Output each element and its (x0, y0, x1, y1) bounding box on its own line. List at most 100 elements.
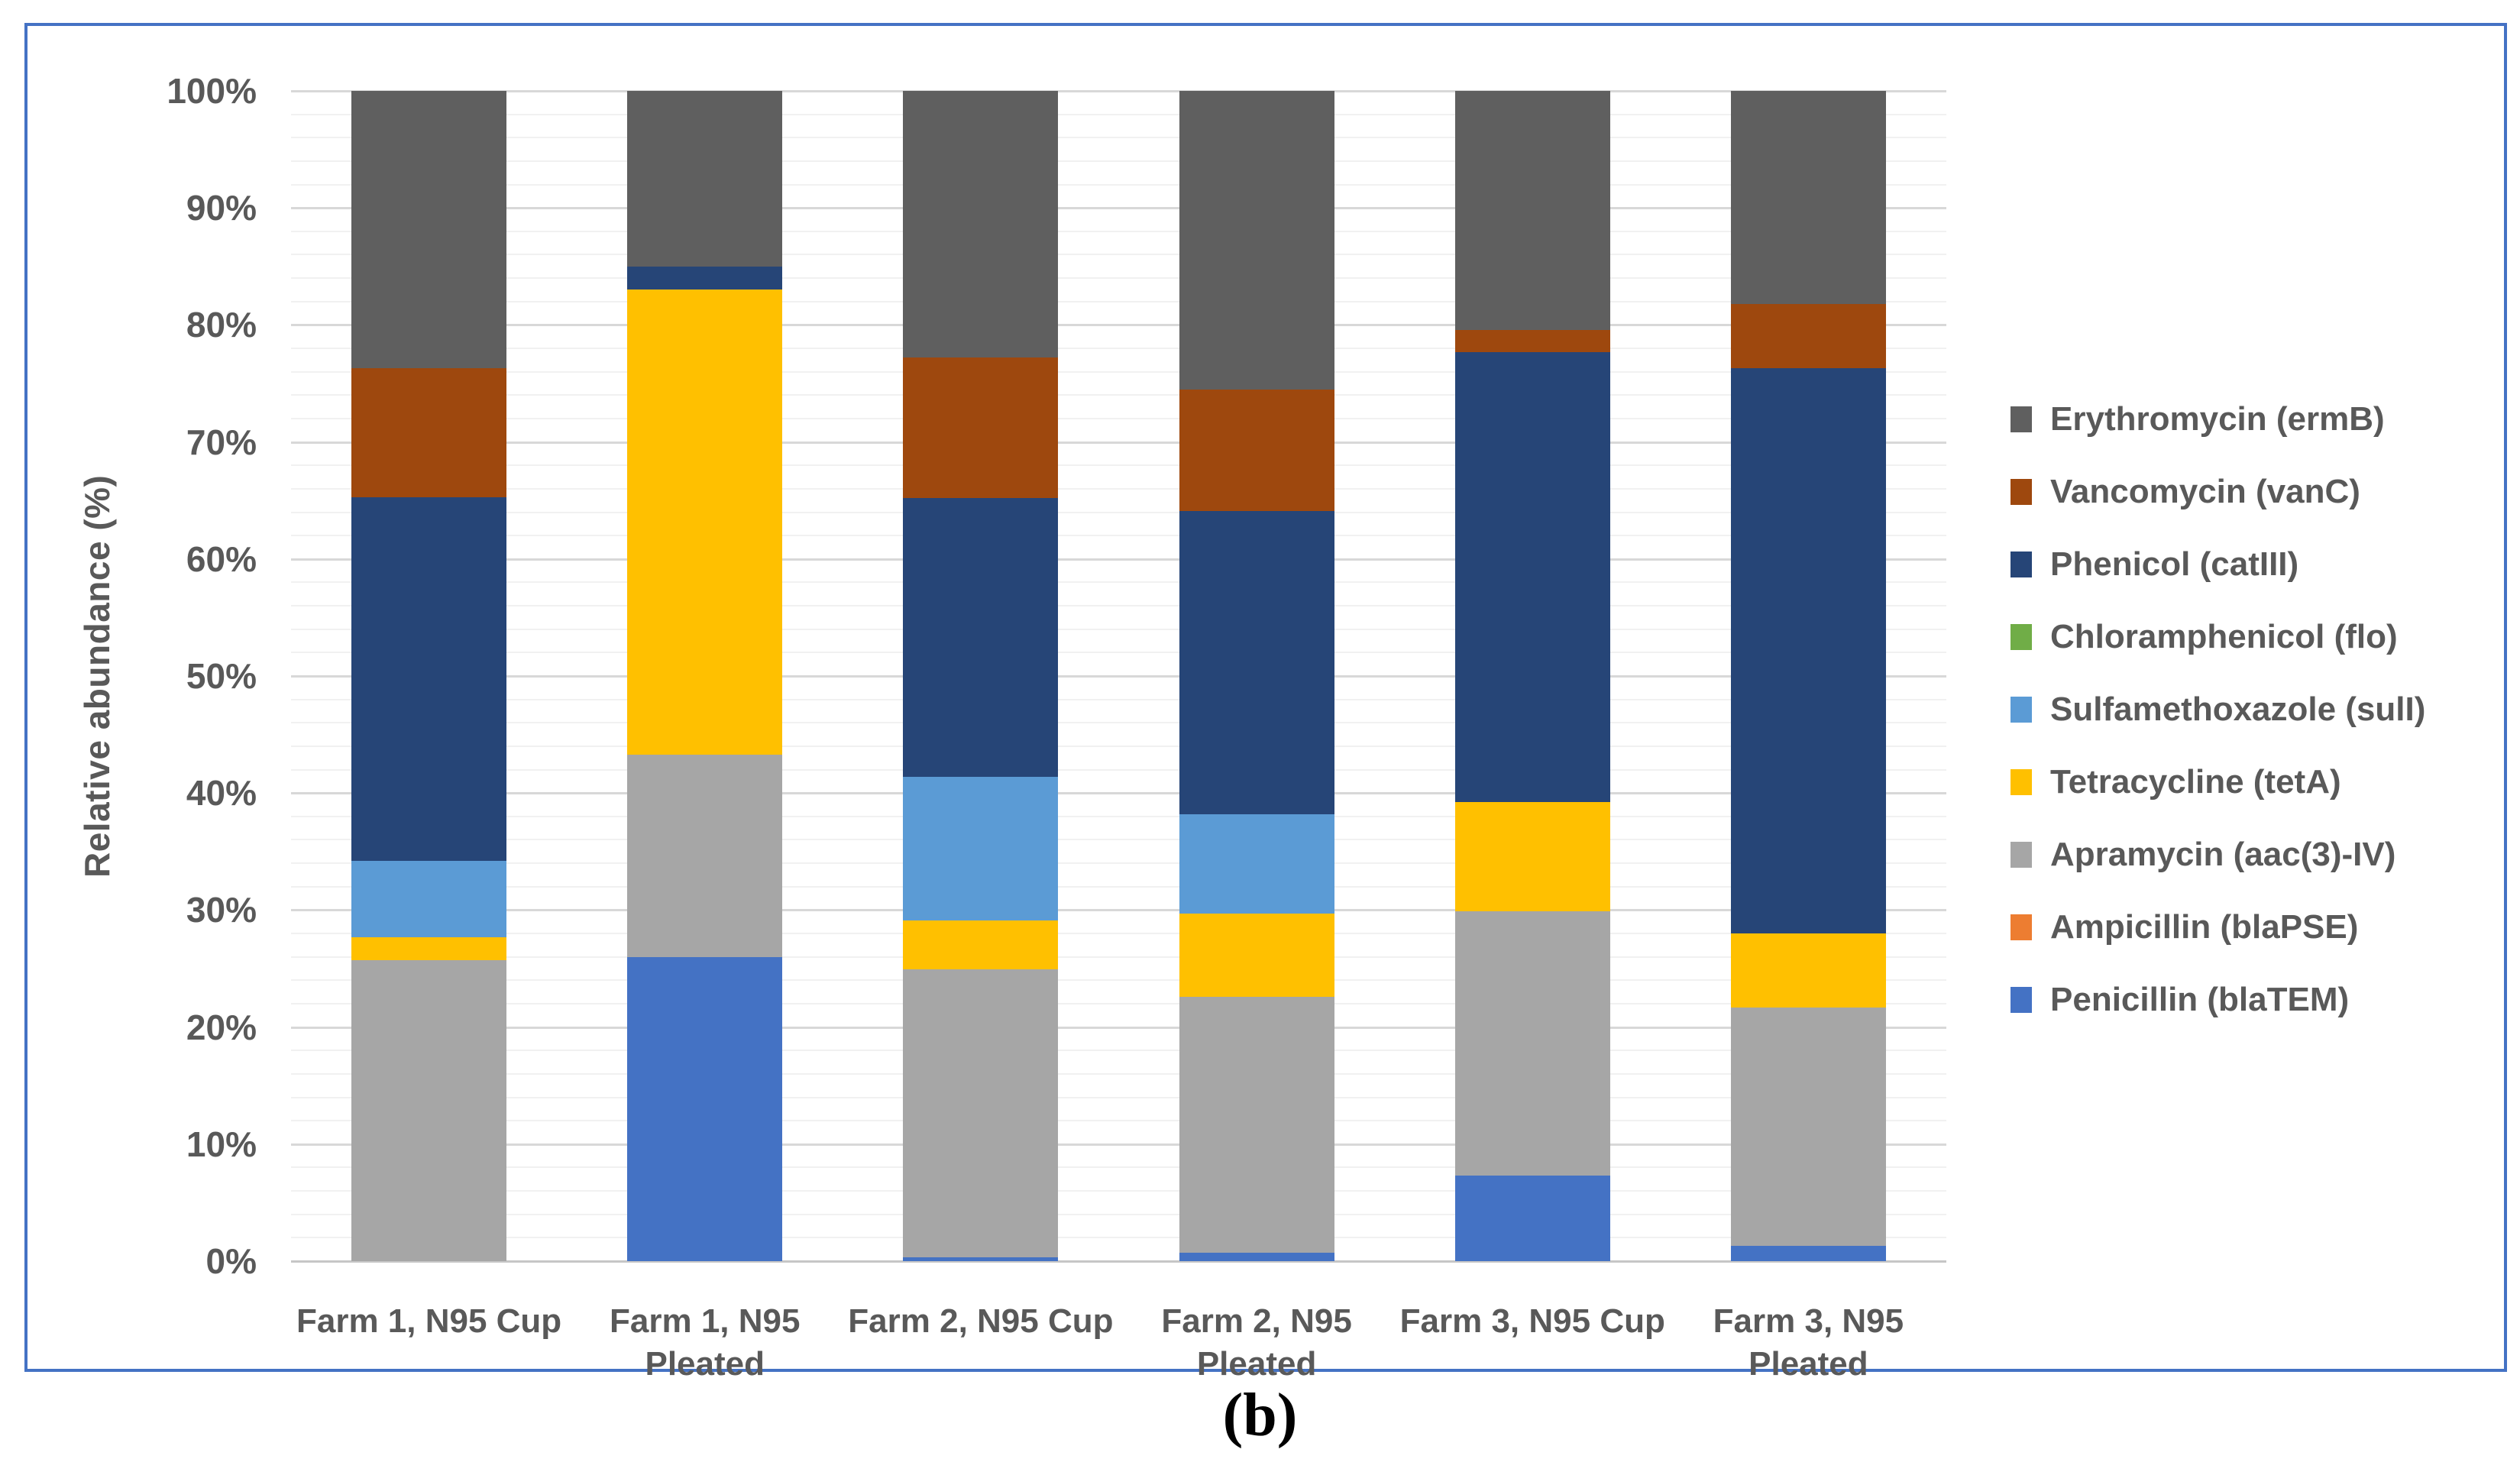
minor-gridline (291, 1096, 1946, 1098)
minor-gridline (291, 652, 1946, 654)
bar-segment (627, 91, 783, 267)
bar-segment (351, 497, 507, 862)
x-axis-label: Farm 3, N95 Cup (1395, 1300, 1670, 1343)
legend-item: Penicillin (blaTEM) (2011, 963, 2425, 1036)
minor-gridline (291, 1213, 1946, 1215)
bar-segment (903, 920, 1059, 970)
major-gridline (291, 207, 1946, 210)
minor-gridline (291, 370, 1946, 373)
minor-gridline (291, 1072, 1946, 1075)
major-gridline (291, 90, 1946, 92)
x-axis-label: Farm 1, N95 Cup (292, 1300, 567, 1343)
bar-segment (903, 969, 1059, 1258)
stacked-bar (1454, 91, 1610, 1261)
major-gridline (291, 558, 1946, 561)
bar-segment (351, 861, 507, 937)
minor-gridline (291, 1002, 1946, 1004)
x-axis-labels: Farm 1, N95 Cup Farm 1, N95 Pleated Farm 2,… (27, 26, 2504, 1383)
x-axis-label-line: Farm 2, N95 Cup (848, 1302, 1114, 1340)
stacked-bar (1179, 91, 1334, 1261)
y-tick-label: 30% (186, 890, 257, 930)
major-gridline (291, 675, 1946, 678)
minor-gridline (291, 605, 1946, 607)
bar-segment (351, 936, 507, 961)
legend-label: Phenicol (catIII) (2050, 545, 2299, 583)
y-tick-label: 50% (186, 656, 257, 696)
minor-gridline (291, 113, 1946, 115)
stacked-bar (351, 91, 507, 1261)
bar-segment (1454, 911, 1610, 1176)
y-tick-label: 70% (186, 422, 257, 462)
legend-label: Ampicillin (blaPSE) (2050, 907, 2359, 946)
bar-segment (903, 498, 1059, 777)
legend-item: Apramycin (aac(3)-IV) (2011, 818, 2425, 891)
minor-gridline (291, 815, 1946, 817)
minor-gridline (291, 137, 1946, 139)
legend-swatch-icon (2011, 986, 2032, 1013)
bar-segment (627, 290, 783, 755)
major-gridline (291, 1143, 1946, 1146)
minor-gridline (291, 839, 1946, 841)
x-axis-label-line: Pleated (645, 1345, 765, 1383)
minor-gridline (291, 628, 1946, 630)
stacked-bar (1730, 91, 1886, 1261)
bar-segment (903, 1257, 1059, 1261)
minor-gridline (291, 183, 1946, 186)
x-axis-label-line: Farm 1, N95 Cup (296, 1302, 562, 1340)
y-tick-label: 40% (186, 773, 257, 814)
bar-segment (1730, 1007, 1886, 1247)
y-tick-label: 90% (186, 188, 257, 228)
legend-item: Ampicillin (blaPSE) (2011, 891, 2425, 963)
legend-label: Erythromycin (ermB) (2050, 399, 2385, 438)
bar-segment (1179, 913, 1334, 997)
minor-gridline (291, 956, 1946, 958)
x-axis-label-line: Pleated (1196, 1345, 1317, 1383)
minor-gridline (291, 581, 1946, 584)
bar-segment (351, 368, 507, 497)
legend-swatch-icon (2011, 551, 2032, 577)
plot-area (291, 90, 1946, 1263)
minor-gridline (291, 979, 1946, 982)
bar-segment (1454, 329, 1610, 352)
major-gridline (291, 441, 1946, 444)
legend-item: Phenicol (catIII) (2011, 528, 2425, 600)
legend-label: Vancomycin (vanC) (2050, 472, 2360, 510)
minor-gridline (291, 464, 1946, 467)
bar-segment (627, 956, 783, 1261)
bar-segment (1179, 1253, 1334, 1261)
stacked-bar (903, 91, 1059, 1261)
x-axis-label: Farm 2, N95 Pleated (1119, 1300, 1394, 1386)
legend-label: Apramycin (aac(3)-IV) (2050, 835, 2396, 873)
bar-segment (1730, 368, 1886, 934)
y-tick-label: 20% (186, 1007, 257, 1047)
minor-gridline (291, 1166, 1946, 1169)
bar-segment (1454, 91, 1610, 330)
minor-gridline (291, 277, 1946, 280)
minor-gridline (291, 230, 1946, 232)
bar-segment (1179, 510, 1334, 814)
y-tick-label: 0% (205, 1241, 257, 1281)
x-axis-label-line: Pleated (1748, 1345, 1868, 1383)
minor-gridline (291, 698, 1946, 700)
minor-gridline (291, 300, 1946, 302)
y-tick-label: 10% (186, 1124, 257, 1164)
minor-gridline (291, 394, 1946, 396)
minor-gridline (291, 348, 1946, 350)
minor-gridline (291, 160, 1946, 162)
major-gridline (291, 909, 1946, 912)
minor-gridline (291, 1190, 1946, 1192)
x-axis-line (291, 1260, 1946, 1263)
legend-item: Tetracycline (tetA) (2011, 746, 2425, 818)
legend-item: Erythromycin (ermB) (2011, 383, 2425, 455)
bar-segment (1454, 351, 1610, 803)
x-axis-label: Farm 3, N95 Pleated (1671, 1300, 1946, 1386)
legend-swatch-icon (2011, 841, 2032, 868)
y-axis-tick-labels: 0% 10% 20% 30% 40% 50% 60% 70% 80% 90% 100% (89, 26, 257, 1375)
legend-swatch-icon (2011, 478, 2032, 505)
bar-segment (1730, 91, 1886, 304)
minor-gridline (291, 745, 1946, 747)
minor-gridline (291, 1050, 1946, 1052)
stacked-bar (627, 91, 783, 1261)
legend-swatch-icon (2011, 406, 2032, 432)
bar-segment (1179, 814, 1334, 914)
